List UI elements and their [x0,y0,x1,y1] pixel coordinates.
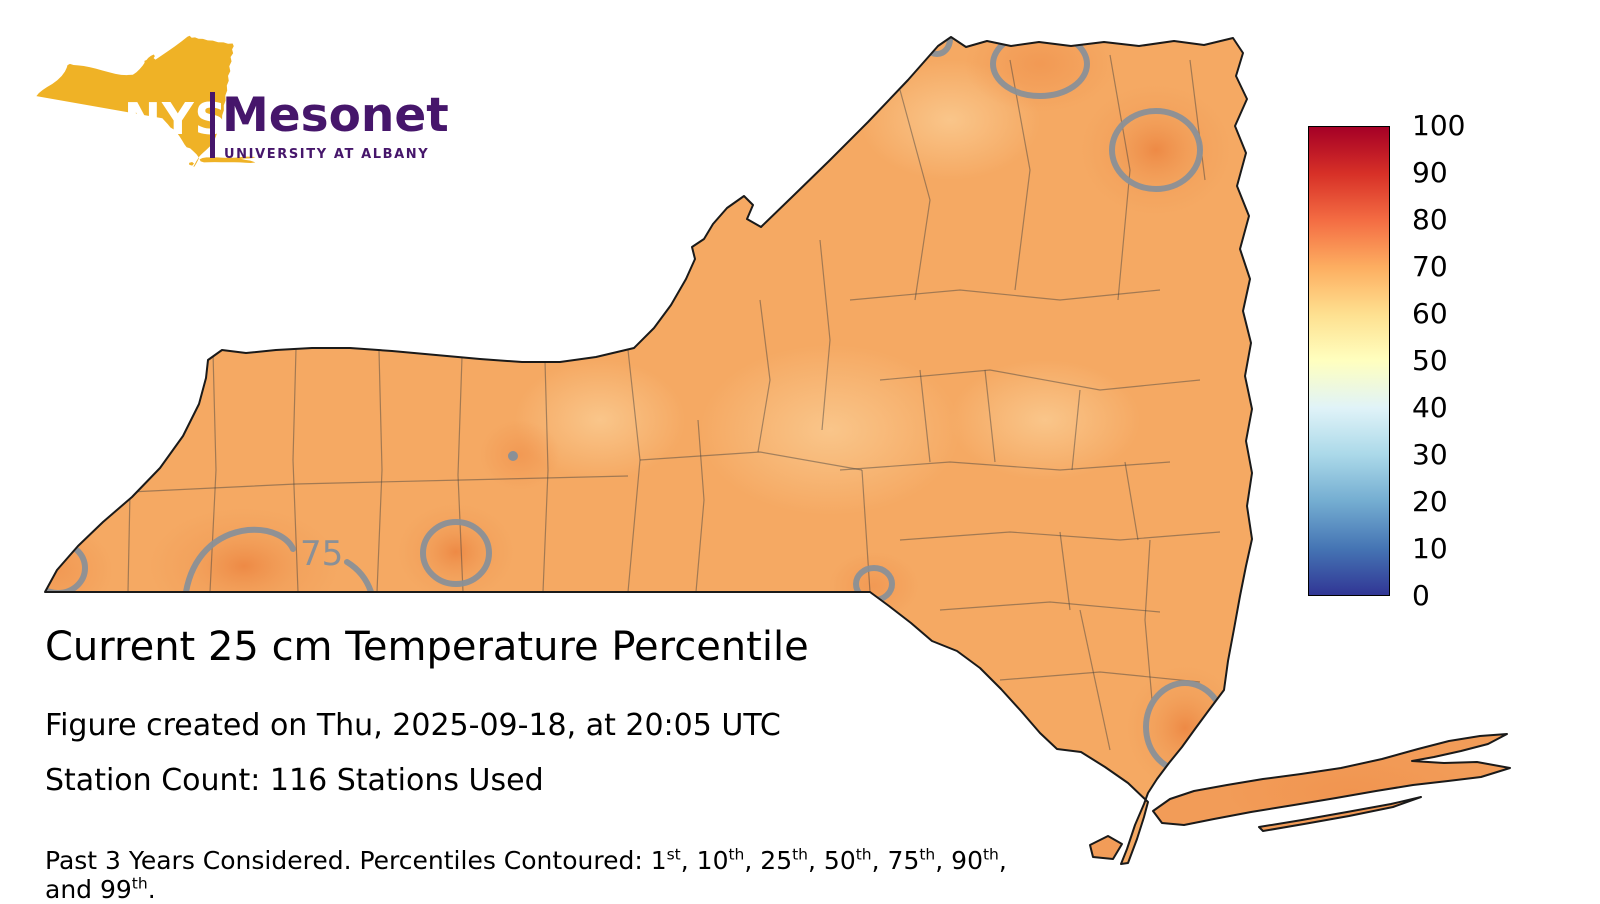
colorbar-tick-label: 70 [1412,250,1448,283]
footnote-prefix: Past 3 Years Considered. Percentiles Con… [45,846,651,875]
colorbar-gradient [1308,126,1390,596]
contour-dot [508,451,518,461]
caption-block: Current 25 cm Temperature Percentile Fig… [45,624,1045,904]
colorbar-tick-label: 80 [1412,203,1448,236]
logo-subtitle: UNIVERSITY AT ALBANY [224,147,430,162]
colorbar-tick-label: 90 [1412,156,1448,189]
contour-ring [1109,108,1203,192]
contour-ring [420,519,492,587]
colorbar-tick-label: 100 [1412,109,1466,142]
county-boundaries [47,54,1221,751]
contour-ring [990,37,1090,99]
footnote-line: Past 3 Years Considered. Percentiles Con… [45,846,1045,904]
contour-value-label: 75 [300,534,343,574]
colorbar-tick-label: 30 [1412,438,1448,471]
colorbar-tick-label: 50 [1412,344,1448,377]
station-count-line: Station Count: 116 Stations Used [45,763,544,798]
figure-title: Current 25 cm Temperature Percentile [45,624,809,670]
colorbar-tick-label: 20 [1412,485,1448,518]
contour-open [344,559,374,595]
logo-nys-text: NYS [124,94,228,145]
footnote-percentiles: 1st, 10th, 25th, 50th, 75th, 90th, and 9… [45,845,1007,904]
colorbar-tick-label: 40 [1412,391,1448,424]
logo-mesonet-text: Mesonet [222,88,449,143]
colorbar-tick-label: 60 [1412,297,1448,330]
colorbar-ticks: 100 90 80 70 60 50 40 30 20 10 0 [1412,112,1465,610]
colorbar-tick-label: 0 [1412,579,1430,612]
figure-created-line: Figure created on Thu, 2025-09-18, at 20… [45,708,781,743]
nys-mesonet-logo: NYS Mesonet UNIVERSITY AT ALBANY [28,4,498,219]
contour-open [183,526,296,595]
colorbar-tick-label: 10 [1412,532,1448,565]
logo-divider [210,92,215,158]
